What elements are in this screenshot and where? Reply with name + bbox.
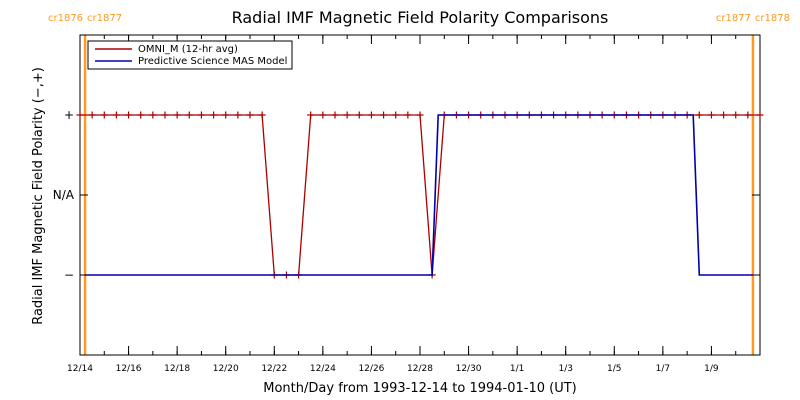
x-tick-label: 12/18 (164, 364, 190, 374)
omni-point-marker (319, 111, 327, 119)
plot-frame (79, 34, 761, 356)
omni-point-marker (756, 111, 764, 119)
omni-point-marker (222, 111, 230, 119)
omni-point-marker (100, 111, 108, 119)
mas-series-line (85, 114, 753, 276)
x-tick-label: 12/16 (116, 364, 142, 374)
omni-point-marker (185, 111, 193, 119)
omni-point-marker (234, 111, 242, 119)
omni-point-marker (112, 111, 120, 119)
omni-point-marker (161, 111, 169, 119)
x-tick-label: 12/28 (407, 364, 433, 374)
omni-point-marker (355, 111, 363, 119)
omni-point-marker (173, 111, 181, 119)
omni-point-marker (137, 111, 145, 119)
omni-point-marker (380, 111, 388, 119)
omni-point-marker (744, 111, 752, 119)
x-tick-label: 12/20 (213, 364, 239, 374)
legend-box (87, 40, 293, 70)
omni-series-line (80, 114, 760, 276)
x-tick-label: 1/3 (558, 364, 572, 374)
omni-point-marker (695, 111, 703, 119)
omni-point-marker (307, 111, 315, 119)
omni-point-marker (149, 111, 157, 119)
cr-label-left: cr1876 (48, 13, 83, 24)
omni-point-marker (732, 111, 740, 119)
x-tick-label: 12/24 (310, 364, 336, 374)
x-tick-label: 1/1 (510, 364, 524, 374)
legend: OMNI_M (12-hr avg) Predictive Science MA… (87, 40, 293, 70)
x-tick-label: 1/9 (704, 364, 719, 374)
omni-point-marker (76, 111, 84, 119)
y-tick-label: + (64, 108, 74, 122)
x-tick-label: 1/7 (656, 364, 670, 374)
omni-point-marker (416, 111, 424, 119)
y-tick-label: − (64, 268, 74, 282)
x-axis-label: Month/Day from 1993-12-14 to 1994-01-10 … (263, 381, 576, 396)
x-tick-label: 12/22 (261, 364, 287, 374)
omni-point-marker (343, 111, 351, 119)
x-tick-label: 12/30 (456, 364, 482, 374)
omni-point-marker (404, 111, 412, 119)
omni-point-marker (210, 111, 218, 119)
y-tick-label: N/A (53, 188, 75, 202)
legend-entry-omni: OMNI_M (12-hr avg) (138, 44, 238, 55)
omni-point-marker (392, 111, 400, 119)
y-axis-label: Radial IMF Magnetic Field Polarity (−,+) (31, 67, 46, 325)
omni-point-marker (197, 111, 205, 119)
omni-point-marker (246, 111, 254, 119)
chart-title: Radial IMF Magnetic Field Polarity Compa… (232, 8, 609, 27)
omni-point-marker (367, 111, 375, 119)
omni-point-marker (88, 111, 96, 119)
x-tick-label: 12/14 (67, 364, 93, 374)
cr-label-right: cr1878 (755, 13, 790, 24)
omni-point-marker (331, 111, 339, 119)
cr-label-right: cr1877 (87, 13, 122, 24)
legend-entry-mas: Predictive Science MAS Model (138, 56, 287, 67)
cr-label-left: cr1877 (716, 13, 751, 24)
omni-point-marker (125, 111, 133, 119)
x-tick-label: 12/26 (358, 364, 384, 374)
omni-point-marker (707, 111, 715, 119)
omni-point-marker (258, 111, 266, 119)
x-tick-label: 1/5 (607, 364, 621, 374)
omni-point-marker (720, 111, 728, 119)
